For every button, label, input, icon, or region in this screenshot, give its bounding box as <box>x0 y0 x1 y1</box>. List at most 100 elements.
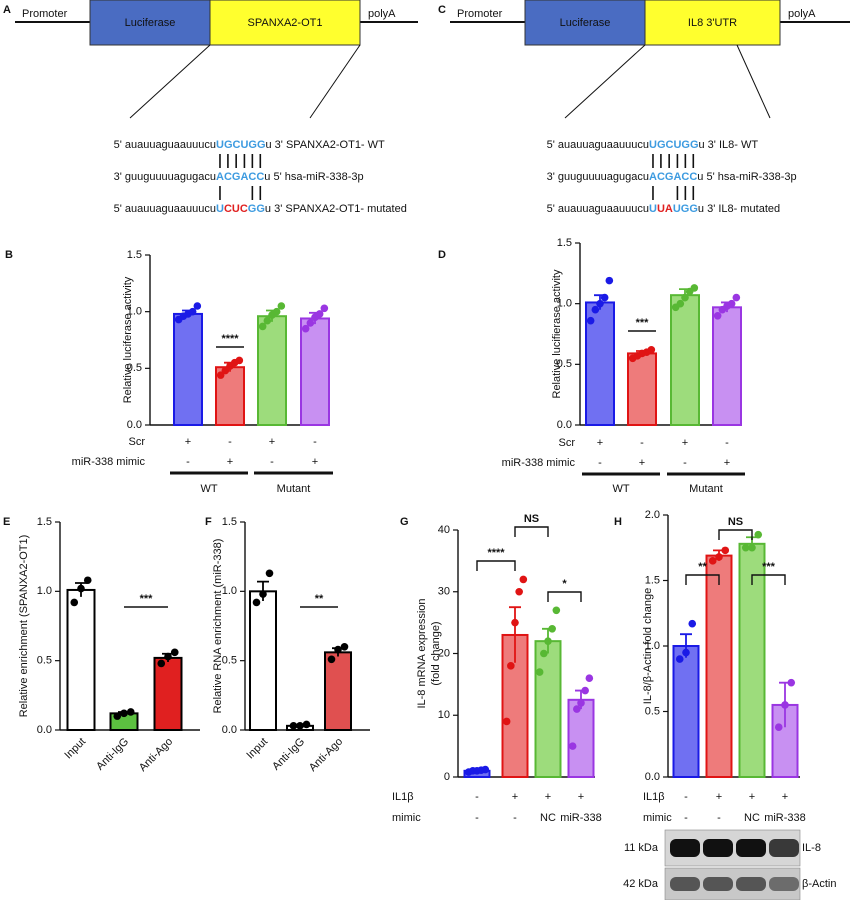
data-point <box>577 699 585 707</box>
y-tick-label: 40 <box>438 524 450 536</box>
y-tick-label: 2.0 <box>645 509 660 521</box>
y-tick-label: 1.0 <box>645 640 660 652</box>
data-point <box>70 598 79 607</box>
sequence-suffix: u 3' IL8- WT <box>699 139 759 151</box>
y-tick-label: 0.5 <box>127 362 142 374</box>
sequence-site: UGG <box>673 203 698 215</box>
data-point <box>265 569 274 578</box>
row-value: miR-338 <box>764 812 806 824</box>
data-point <box>296 722 304 730</box>
y-tick-label: 1.0 <box>557 298 572 310</box>
y-axis-label: Relative RNA enrichment (miR-338) <box>212 539 224 714</box>
data-point <box>540 649 548 658</box>
data-point <box>552 606 561 615</box>
bar <box>300 317 330 427</box>
y-tick-label: 0.5 <box>557 358 572 370</box>
x-tick-label: Anti-IgG <box>270 736 307 773</box>
data-point <box>188 307 197 316</box>
data-point <box>263 316 272 325</box>
blot-size: 42 kDa <box>623 878 659 890</box>
group-label: WT <box>200 483 217 495</box>
significance-label: **** <box>487 547 505 559</box>
data-point <box>315 310 324 318</box>
data-point <box>585 674 594 682</box>
row-value: + <box>597 437 603 449</box>
y-tick-label: 0.0 <box>222 724 237 736</box>
row-value: - <box>684 812 688 824</box>
y-tick-label: 1.5 <box>557 237 572 249</box>
bar <box>534 640 562 779</box>
row-label: mimic <box>392 812 421 824</box>
y-tick-label: 0 <box>444 771 450 783</box>
data-point <box>216 371 225 379</box>
blot-band <box>703 877 733 891</box>
data-point <box>568 742 577 750</box>
data-point <box>193 302 202 310</box>
y-tick-label: 10 <box>438 709 450 721</box>
row-value: - <box>725 437 729 449</box>
insert-label: IL8 3'UTR <box>688 17 737 29</box>
data-point <box>591 305 600 314</box>
sequence: UUAUGGu 3' IL8- mutated <box>649 203 780 215</box>
data-point <box>548 625 556 633</box>
data-point <box>647 345 656 354</box>
sequence-site: GG <box>248 203 265 215</box>
y-tick-label: 0.0 <box>557 419 572 431</box>
blot-band <box>736 877 766 891</box>
row-value: NC <box>744 812 760 824</box>
sequence-prefix: 5' auauuaguaauuucu <box>547 203 649 215</box>
blot-size: 11 kDa <box>624 842 659 854</box>
data-point <box>741 543 750 552</box>
row-value: + <box>724 457 730 469</box>
row-value: - <box>270 456 274 468</box>
data-point <box>586 316 595 325</box>
row-value: + <box>749 791 755 803</box>
y-axis-label: IL-8 mRNA expression <box>416 598 428 708</box>
y-tick-label: 0.5 <box>645 705 660 717</box>
row-value: - <box>640 437 644 449</box>
panel-label: H <box>614 516 622 528</box>
sequence: UGCUGGu 3' IL8- WT <box>649 139 758 151</box>
sequence: ACGACCu 5' hsa-miR-338-3p <box>649 171 797 183</box>
row-value: + <box>578 791 584 803</box>
significance-bracket <box>685 574 720 585</box>
y-tick-label: 1.5 <box>37 516 52 528</box>
significance-label: NS <box>524 513 539 525</box>
data-point <box>690 284 699 292</box>
data-point <box>507 662 515 670</box>
significance-bracket <box>476 560 516 571</box>
x-tick-label: Input <box>244 736 270 762</box>
bar <box>712 306 742 427</box>
row-value: + <box>312 456 318 468</box>
bar <box>705 554 733 778</box>
panel-label: C <box>438 4 446 16</box>
y-axis-label: (fold change) <box>430 621 442 685</box>
row-value: - <box>475 791 479 803</box>
data-point <box>688 619 697 628</box>
row-value: - <box>475 812 479 824</box>
sequence-site: UA <box>657 203 673 215</box>
data-point <box>120 709 128 718</box>
row-value: + <box>639 457 645 469</box>
data-point <box>170 648 179 657</box>
bar <box>670 294 700 426</box>
row-label: IL1β <box>643 791 665 803</box>
data-point <box>301 324 310 333</box>
bar <box>257 315 287 427</box>
sequence-prefix: 5' auauuaguaauuucu <box>114 203 216 215</box>
data-point <box>682 648 690 657</box>
row-value: - <box>313 436 317 448</box>
data-point <box>157 659 166 668</box>
row-value: + <box>682 437 688 449</box>
data-point <box>164 652 172 661</box>
sequence-site: CUC <box>224 203 248 215</box>
data-point <box>221 366 230 375</box>
data-point <box>748 543 756 552</box>
data-point <box>519 575 528 584</box>
data-point <box>258 322 267 331</box>
row-value: + <box>227 456 233 468</box>
data-point <box>340 643 349 651</box>
row-value: - <box>598 457 602 469</box>
sequence-suffix: u 3' SPANXA2-OT1- WT <box>266 139 386 151</box>
data-point <box>511 618 519 627</box>
